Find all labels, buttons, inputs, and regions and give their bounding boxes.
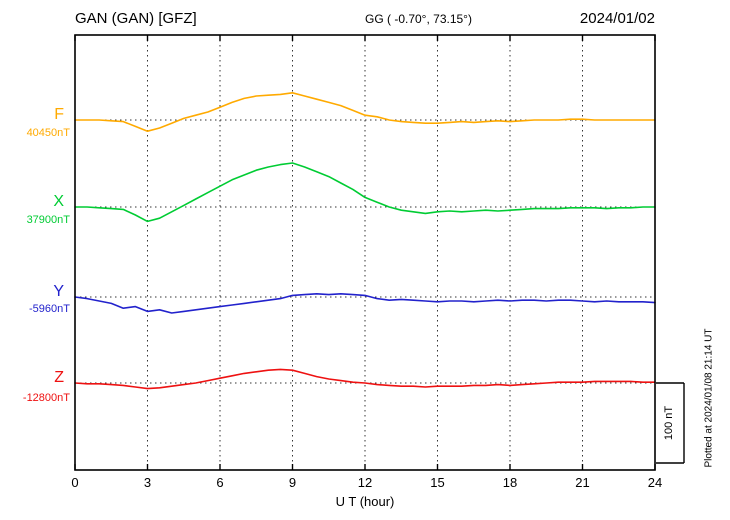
x-axis-label: U T (hour): [335, 494, 395, 509]
x-tick-label: 15: [430, 475, 444, 490]
component-label-x: X: [53, 193, 64, 210]
plotted-at-note: Plotted at 2024/01/08 21:14 UT: [703, 328, 715, 468]
trace-f: [74, 92, 656, 132]
x-tick-label: 18: [503, 475, 517, 490]
x-tick-label: 0: [71, 475, 78, 490]
trace-z: [74, 368, 656, 390]
component-baseline-z: -12800nT: [22, 392, 70, 404]
geographic-coords: GG ( -0.70°, 73.15°): [365, 12, 472, 26]
x-tick-label: 3: [144, 475, 151, 490]
scalebar-label: 100 nT: [663, 405, 675, 441]
x-tick-label: 21: [575, 475, 589, 490]
component-baseline-f: 40450nT: [26, 127, 70, 139]
station-title: GAN (GAN) [GFZ]: [75, 10, 197, 27]
component-baseline-x: 37900nT: [26, 214, 70, 226]
component-label-z: Z: [54, 369, 64, 386]
component-label-f: F: [54, 106, 64, 123]
component-baseline-y: -5960nT: [29, 303, 70, 315]
x-tick-label: 9: [289, 475, 296, 490]
component-label-y: Y: [53, 283, 64, 300]
x-tick-label: 24: [648, 475, 662, 490]
trace-x: [74, 162, 656, 223]
plot-date: 2024/01/02: [579, 10, 655, 27]
x-tick-label: 6: [216, 475, 223, 490]
x-tick-label: 12: [358, 475, 372, 490]
trace-y: [74, 292, 656, 314]
